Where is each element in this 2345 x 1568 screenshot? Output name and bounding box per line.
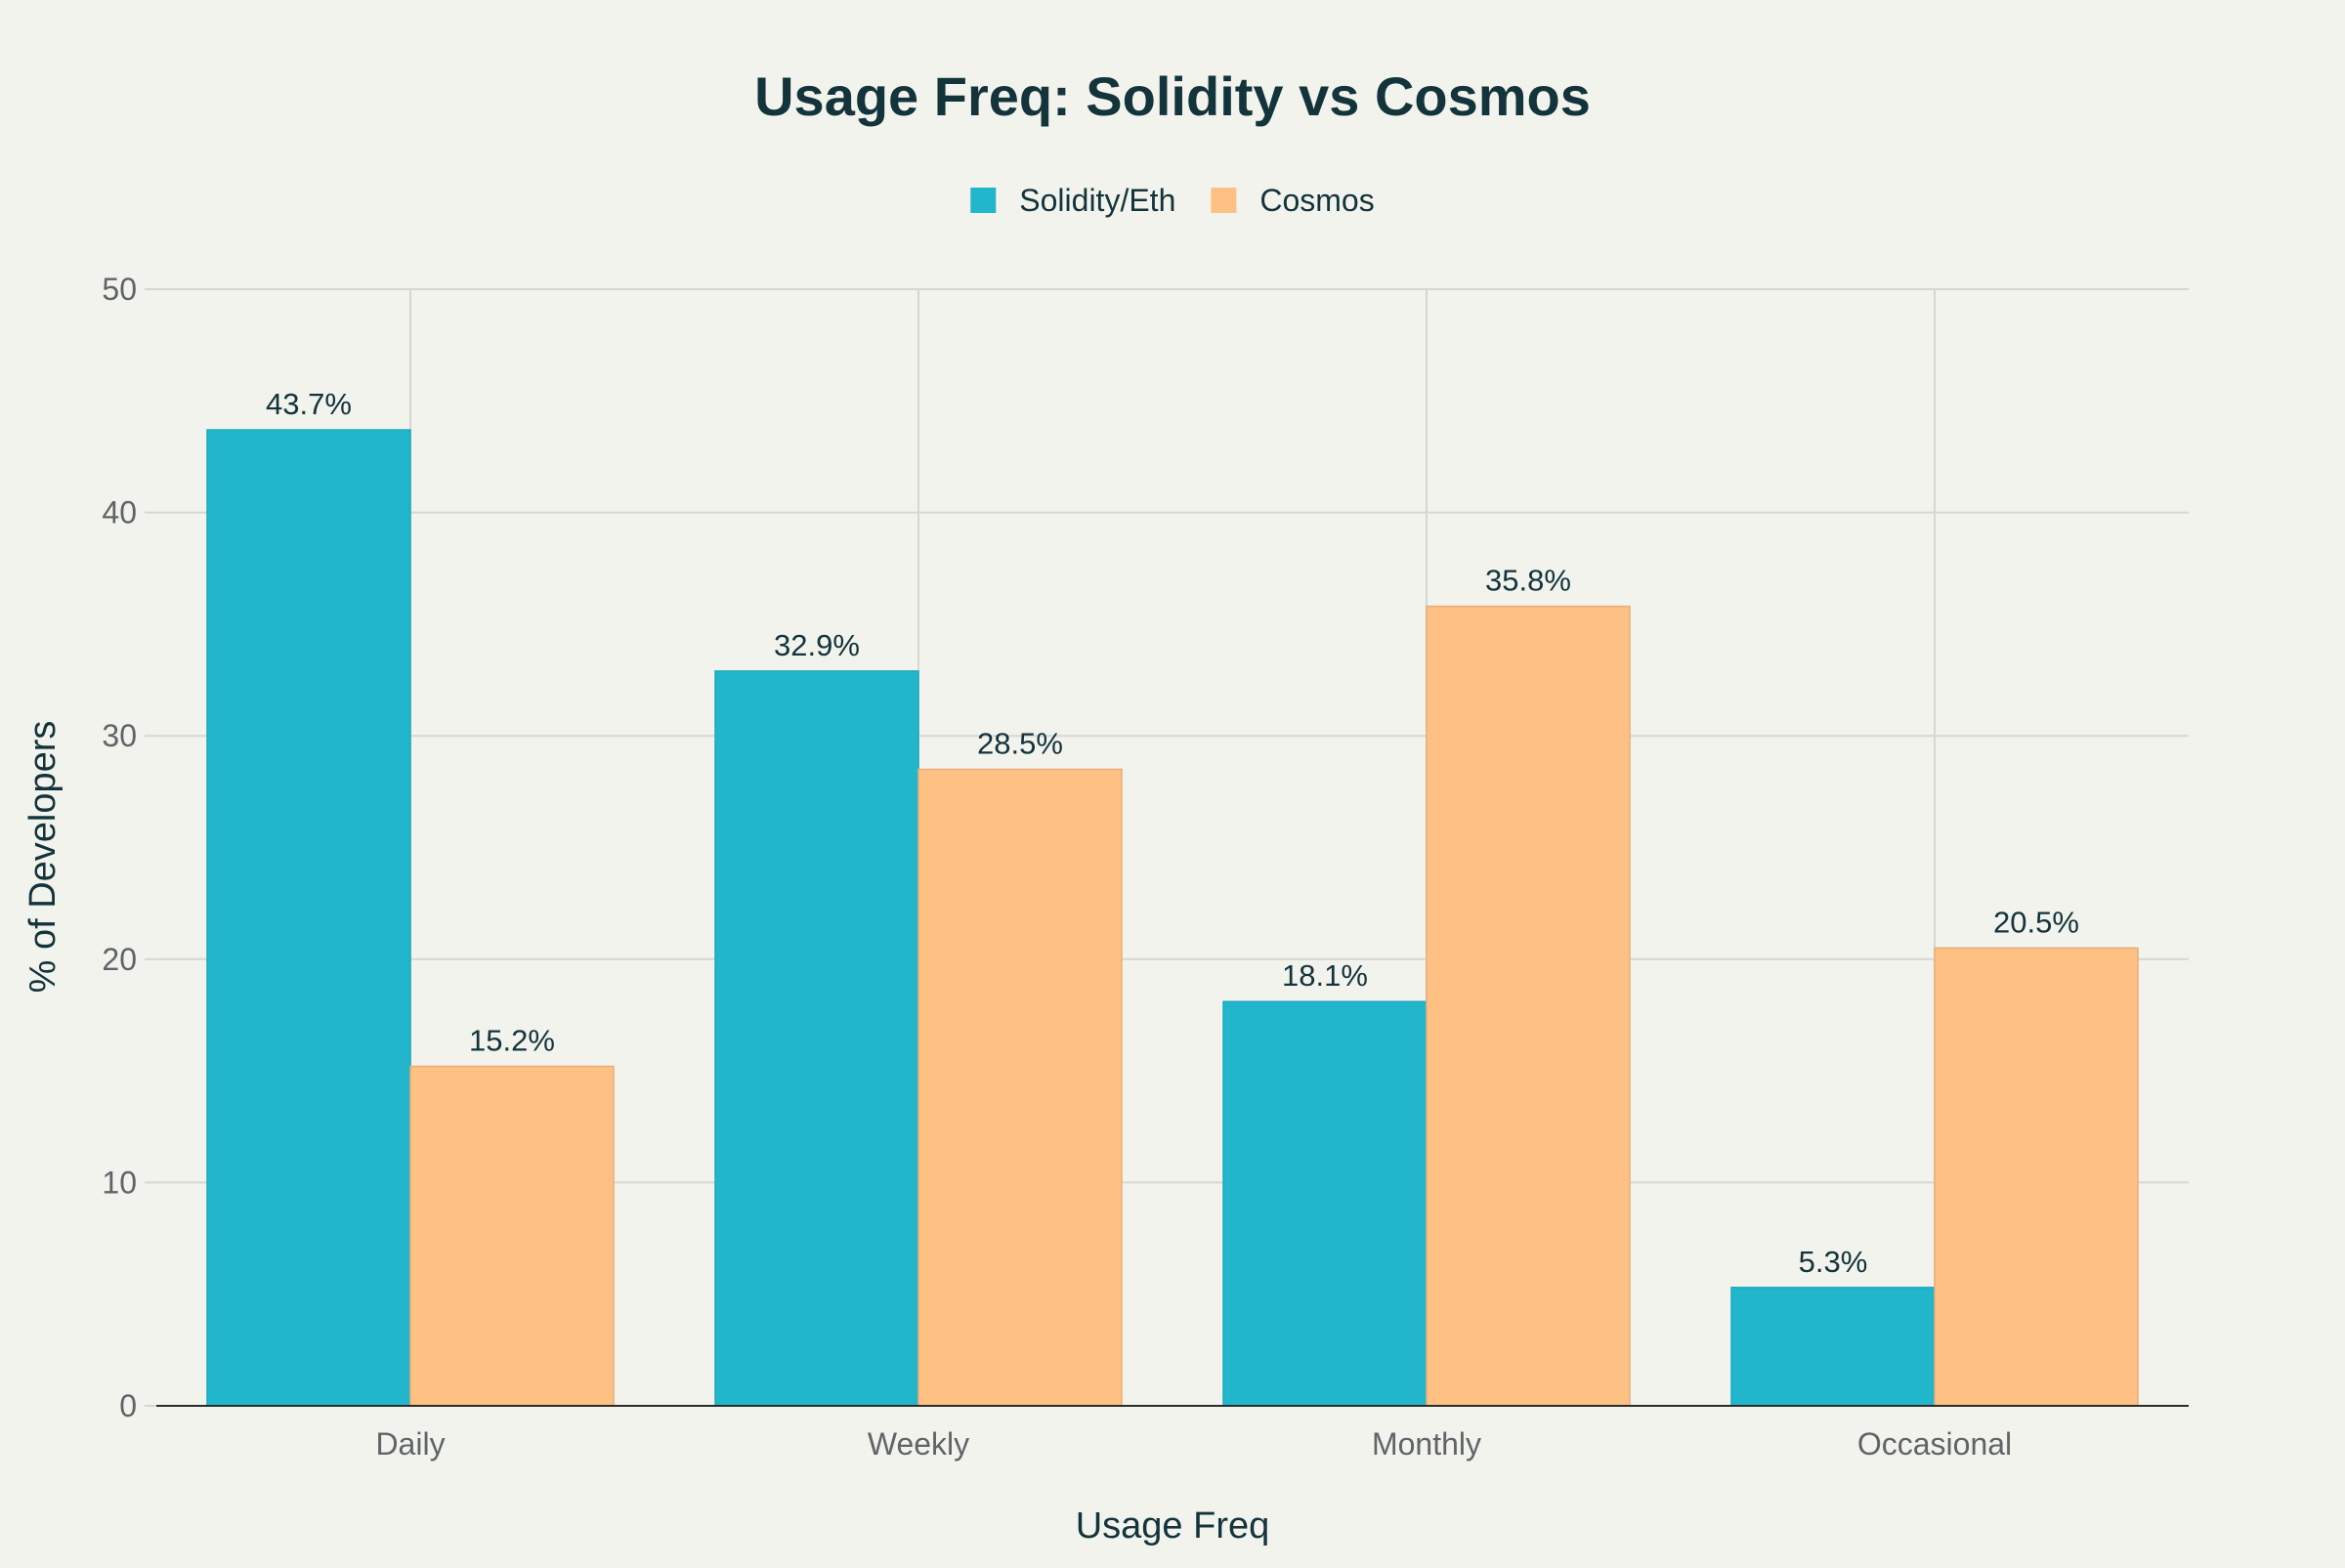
y-tick-label: 50 xyxy=(102,272,137,307)
bar xyxy=(1730,1287,1936,1407)
data-label: 20.5% xyxy=(1993,905,2079,939)
y-tick-label: 0 xyxy=(119,1388,137,1423)
data-label: 5.3% xyxy=(1799,1245,1868,1279)
data-label: 43.7% xyxy=(266,387,352,421)
y-tick-label: 30 xyxy=(102,718,137,753)
bars xyxy=(206,429,2139,1407)
legend-swatch xyxy=(970,188,997,213)
y-tick-label: 20 xyxy=(102,942,137,977)
legend-label: Solidity/Eth xyxy=(1019,183,1175,218)
y-tick-label: 10 xyxy=(102,1165,137,1200)
data-label: 35.8% xyxy=(1485,564,1571,598)
x-tick-label: Daily xyxy=(375,1426,445,1462)
data-label: 15.2% xyxy=(469,1024,555,1058)
y-axis-title: % of Developers xyxy=(22,721,64,994)
bar xyxy=(409,1065,615,1407)
bar xyxy=(714,670,919,1407)
chart-title: Usage Freq: Solidity vs Cosmos xyxy=(754,65,1591,127)
bar xyxy=(1426,605,1631,1407)
y-axis: 0 10 20 30 40 50 xyxy=(102,272,156,1423)
data-labels: 43.7% 15.2% 32.9% 28.5% 18.1% 35.8% 5.3% 20.5% xyxy=(266,387,2079,1279)
bar xyxy=(917,768,1123,1407)
x-tick-label: Occasional xyxy=(1857,1426,2012,1462)
x-axis-title: Usage Freq xyxy=(1076,1505,1270,1547)
legend-label: Cosmos xyxy=(1259,183,1374,218)
x-tick-label: Monthly xyxy=(1372,1426,1481,1462)
legend: Solidity/Eth Cosmos xyxy=(970,183,1375,218)
bar xyxy=(1222,1000,1428,1407)
x-tick-label: Weekly xyxy=(868,1426,969,1462)
bar xyxy=(1934,947,2139,1407)
bar xyxy=(206,429,411,1407)
data-label: 28.5% xyxy=(977,726,1063,760)
legend-swatch xyxy=(1211,188,1237,213)
data-label: 32.9% xyxy=(774,628,860,662)
x-axis: Daily Weekly Monthly Occasional xyxy=(156,1405,2189,1462)
data-label: 18.1% xyxy=(1282,958,1368,993)
y-tick-label: 40 xyxy=(102,495,137,530)
